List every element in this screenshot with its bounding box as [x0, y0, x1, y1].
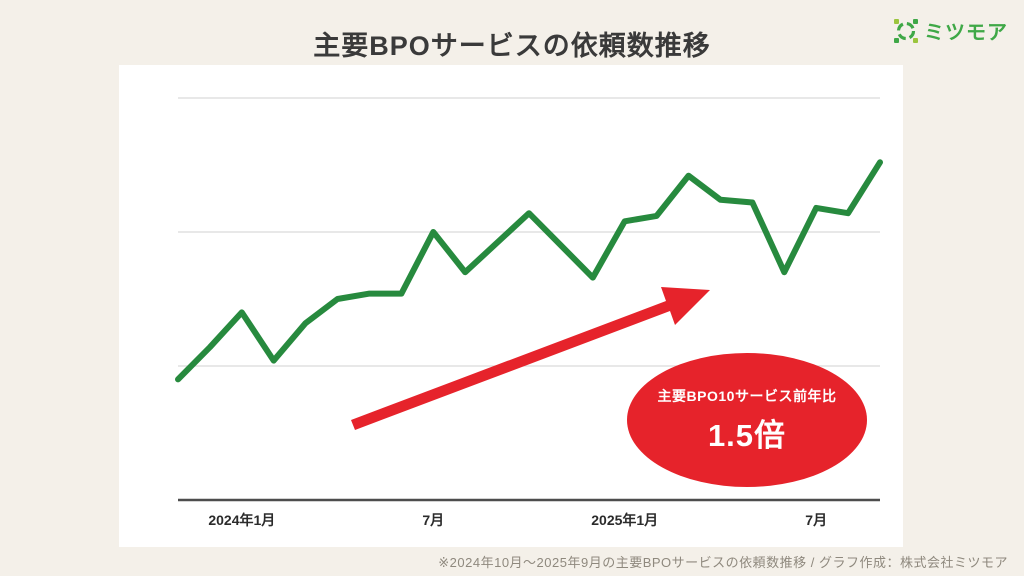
- growth-arrow-icon: [351, 287, 710, 430]
- gridlines: [178, 97, 880, 367]
- annotation-label: 主要BPO10サービス前年比: [657, 387, 837, 404]
- x-axis-tick-label: 7月: [422, 512, 444, 528]
- brand-logo: ミツモア: [893, 16, 1008, 45]
- annotation-value: 1.5倍: [707, 417, 787, 453]
- annotation-badge: 主要BPO10サービス前年比 1.5倍: [627, 353, 867, 487]
- request-trend-line-series: [175, 159, 883, 383]
- page-title: 主要BPOサービスの依頼数推移: [313, 31, 711, 61]
- mitsumoa-viewfinder-icon: [893, 18, 919, 44]
- trend-line: [175, 159, 883, 383]
- brand-logo-text: ミツモア: [924, 22, 1008, 44]
- line-chart: 2024年1月 7月 2025年1月 7月: [175, 97, 883, 528]
- x-axis-tick-labels: 2024年1月 7月 2025年1月 7月: [208, 512, 827, 528]
- footnote: ※2024年10月〜2025年9月の主要BPOサービスの依頼数推移 / グラフ作…: [438, 555, 1008, 570]
- x-axis-tick-label: 2024年1月: [208, 512, 275, 528]
- chart-panel: 2024年1月 7月 2025年1月 7月 主要BPO10サービス前年比 1.5倍: [119, 65, 903, 547]
- x-axis-tick-label: 7月: [805, 512, 827, 528]
- x-axis-tick-label: 2025年1月: [591, 512, 658, 528]
